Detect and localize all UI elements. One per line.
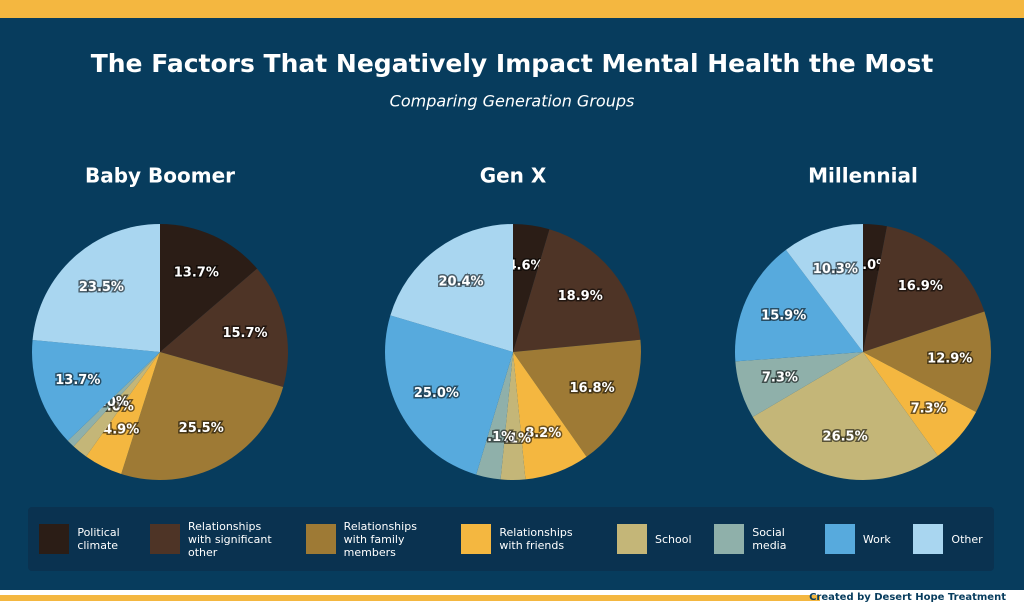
data-label: 8.2% bbox=[525, 426, 561, 441]
legend-item: School bbox=[617, 524, 692, 554]
data-label: 13.7% bbox=[55, 373, 100, 388]
pie-slice bbox=[513, 339, 641, 457]
pie-slice bbox=[863, 311, 991, 413]
legend-label: Other bbox=[951, 532, 983, 546]
bottom-bar bbox=[0, 595, 820, 601]
data-label: 7.3% bbox=[762, 370, 798, 385]
title: The Factors That Negatively Impact Menta… bbox=[91, 49, 934, 78]
pie-slice bbox=[32, 224, 160, 352]
legend-item: Other bbox=[913, 524, 983, 554]
legend-item: Relationships with significant other bbox=[150, 520, 283, 559]
legend-label: Political climate bbox=[77, 526, 120, 552]
pie-slice bbox=[785, 224, 863, 352]
data-label: 4.9% bbox=[103, 422, 139, 437]
chart-title: Gen X bbox=[480, 164, 547, 188]
footer: Created by Desert Hope Treatment bbox=[809, 592, 1006, 603]
legend-swatch bbox=[305, 524, 336, 554]
legend-swatch bbox=[461, 524, 492, 554]
charts: The Factors That Negatively Impact Menta… bbox=[31, 49, 991, 481]
pie-slice bbox=[67, 352, 160, 447]
data-label: 23.5% bbox=[79, 280, 124, 295]
legend-label: Social media bbox=[752, 526, 787, 552]
pie-slice bbox=[476, 352, 513, 480]
pie-slice bbox=[73, 352, 160, 457]
legend: Political climate Relationships with sign… bbox=[28, 507, 994, 571]
top-bar bbox=[0, 0, 1024, 18]
data-label: 16.9% bbox=[898, 279, 943, 294]
data-label: 13.7% bbox=[174, 265, 219, 280]
legend-item: Social media bbox=[714, 524, 802, 554]
pie-slice bbox=[160, 268, 288, 387]
pie-slice bbox=[735, 249, 863, 362]
data-label: 18.9% bbox=[558, 289, 603, 304]
legend-item: Relationships with family members bbox=[305, 519, 439, 559]
data-label: 25.0% bbox=[414, 386, 459, 401]
subtitle: Comparing Generation Groups bbox=[390, 92, 635, 111]
chart-title: Baby Boomer bbox=[85, 164, 235, 188]
legend-swatch bbox=[39, 524, 70, 554]
pie-slice bbox=[513, 352, 587, 480]
legend-label: School bbox=[655, 532, 692, 546]
data-label: 16.8% bbox=[570, 381, 615, 396]
pie-slice bbox=[863, 226, 985, 352]
pie-slice bbox=[513, 229, 641, 352]
pie-slice bbox=[160, 224, 258, 352]
pie-slice bbox=[863, 352, 977, 456]
pie-slice bbox=[513, 224, 550, 352]
pie-slice bbox=[752, 352, 938, 481]
legend-swatch bbox=[824, 524, 855, 554]
pie-slice bbox=[121, 352, 284, 480]
legend-swatch bbox=[617, 524, 648, 554]
data-label: 15.9% bbox=[761, 309, 806, 324]
legend-label: Work bbox=[862, 532, 891, 546]
data-label: 26.5% bbox=[823, 430, 868, 445]
legend-swatch bbox=[714, 524, 745, 554]
pie-slice bbox=[384, 315, 513, 475]
legend-label: Relationships with friends bbox=[499, 526, 573, 552]
pie-slice bbox=[500, 352, 526, 480]
pie-slice bbox=[735, 352, 863, 417]
legend-item: Relationships with friends bbox=[461, 524, 594, 554]
legend-label: Relationships with significant other bbox=[188, 519, 272, 559]
pie-slice bbox=[86, 352, 160, 474]
pie-slice bbox=[863, 224, 887, 352]
legend-swatch bbox=[150, 524, 180, 554]
legend-label: Relationships with family members bbox=[343, 519, 417, 559]
data-label: 15.7% bbox=[222, 326, 267, 341]
data-label: 20.4% bbox=[438, 275, 483, 290]
data-label: 4.6% bbox=[507, 258, 543, 273]
legend-swatch bbox=[913, 524, 944, 554]
data-label: 10.3% bbox=[813, 262, 858, 277]
data-label: 25.5% bbox=[179, 421, 224, 436]
data-label: 12.9% bbox=[927, 352, 972, 367]
legend-item: Political climate bbox=[39, 524, 127, 554]
pie-slice bbox=[390, 224, 513, 352]
chart-title: Millennial bbox=[808, 164, 918, 188]
data-label: 7.3% bbox=[911, 402, 947, 417]
legend-item: Work bbox=[824, 524, 891, 554]
pie-slice bbox=[31, 339, 160, 441]
